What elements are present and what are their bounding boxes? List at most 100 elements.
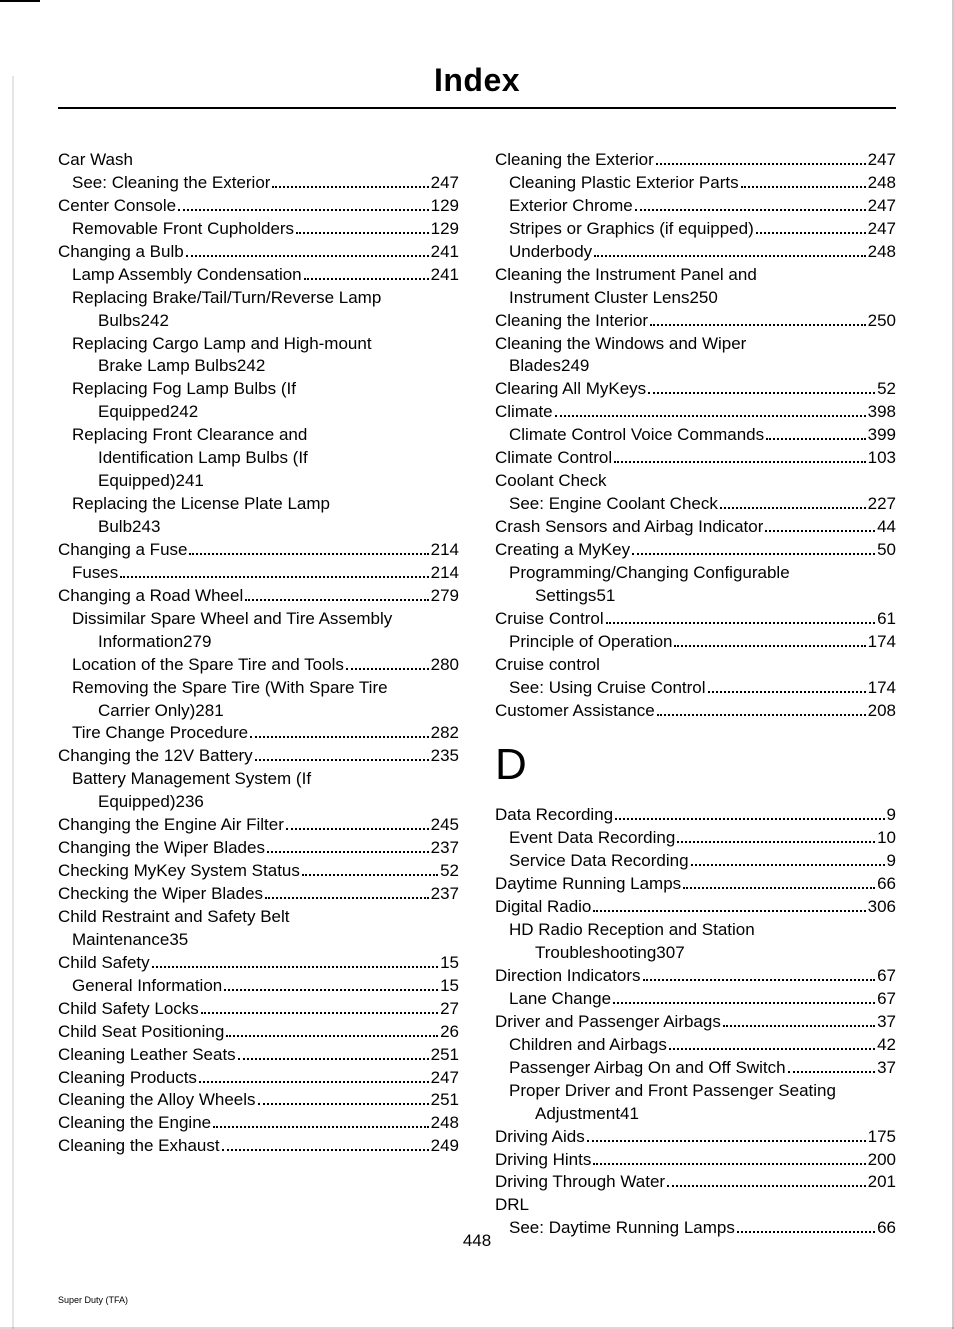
leader-dots xyxy=(267,851,429,853)
index-entry-page: 51 xyxy=(596,585,615,608)
leader-dots xyxy=(765,530,875,532)
index-entry-label: Cleaning Plastic Exterior Parts xyxy=(509,172,739,195)
index-entry-page: 242 xyxy=(170,401,198,424)
index-entry: Replacing Fog Lamp Bulbs (IfEquipped242 xyxy=(72,378,459,424)
index-entry-page: 10 xyxy=(877,827,896,850)
leader-dots xyxy=(632,553,875,555)
index-entry-label: Underbody xyxy=(509,241,592,264)
leader-dots xyxy=(708,691,866,693)
index-entry-label: Stripes or Graphics (if equipped) xyxy=(509,218,754,241)
leader-dots xyxy=(667,1185,866,1187)
leader-dots xyxy=(178,209,429,211)
index-entry-label-cont: Equipped) xyxy=(98,470,176,493)
index-entry-page: 9 xyxy=(887,850,896,873)
index-entry-label: See: Cleaning the Exterior xyxy=(72,172,270,195)
index-entry-label: Crash Sensors and Airbag Indicator xyxy=(495,516,763,539)
index-entry: Climate Control Voice Commands399 xyxy=(509,424,896,447)
index-entry-page: 214 xyxy=(431,539,459,562)
index-entry-page: 208 xyxy=(868,700,896,723)
index-entry-label: Cruise Control xyxy=(495,608,604,631)
leader-dots xyxy=(593,1163,865,1165)
index-entry-page: 15 xyxy=(440,952,459,975)
leader-dots xyxy=(650,324,866,326)
leader-dots xyxy=(615,818,884,820)
leader-dots xyxy=(272,186,428,188)
index-entry-label-cont: Troubleshooting xyxy=(535,942,656,965)
leader-dots xyxy=(186,255,429,257)
index-entry: Children and Airbags42 xyxy=(509,1034,896,1057)
index-entry-page: 200 xyxy=(868,1149,896,1172)
index-entry-page: 279 xyxy=(431,585,459,608)
index-entry-label: Location of the Spare Tire and Tools xyxy=(72,654,344,677)
index-entry-page: 41 xyxy=(620,1103,639,1126)
index-entry: Climate398 xyxy=(495,401,896,424)
index-entry-label: Coolant Check xyxy=(495,470,607,493)
index-entry-page: 306 xyxy=(868,896,896,919)
index-entry-label: Changing a Road Wheel xyxy=(58,585,243,608)
index-entry: Replacing the License Plate LampBulb243 xyxy=(72,493,459,539)
index-entry-label-cont: Instrument Cluster Lens xyxy=(509,287,689,310)
index-entry-label: Changing the Engine Air Filter xyxy=(58,814,284,837)
index-entry-label: Exterior Chrome xyxy=(509,195,633,218)
index-entry-label-cont: Equipped xyxy=(98,401,170,424)
leader-dots xyxy=(669,1048,875,1050)
index-entry-label: Dissimilar Spare Wheel and Tire Assembly xyxy=(72,608,459,631)
index-entry-page: 237 xyxy=(431,883,459,906)
index-entry: Direction Indicators67 xyxy=(495,965,896,988)
index-entry-label: Driving Hints xyxy=(495,1149,591,1172)
leader-dots xyxy=(593,910,865,912)
index-entry: Driving Aids 175 xyxy=(495,1126,896,1149)
index-entry: Customer Assistance 208 xyxy=(495,700,896,723)
index-entry-label: Removing the Spare Tire (With Spare Tire xyxy=(72,677,459,700)
index-entry-label: Proper Driver and Front Passenger Seatin… xyxy=(509,1080,896,1103)
index-entry-page: 249 xyxy=(561,355,589,378)
index-entry-label: Replacing Fog Lamp Bulbs (If xyxy=(72,378,459,401)
index-entry-label: Driving Aids xyxy=(495,1126,585,1149)
index-entry-page: 247 xyxy=(431,172,459,195)
index-entry-label: Customer Assistance xyxy=(495,700,655,723)
index-entry-label: See: Using Cruise Control xyxy=(509,677,706,700)
index-entry: Cruise Control61 xyxy=(495,608,896,631)
index-entry: Fuses214 xyxy=(72,562,459,585)
index-entry-page: 201 xyxy=(868,1171,896,1194)
index-entry: Daytime Running Lamps66 xyxy=(495,873,896,896)
index-entry: Cleaning Products247 xyxy=(58,1067,459,1090)
index-entry-label: Center Console xyxy=(58,195,176,218)
columns: Car WashSee: Cleaning the Exterior247Cen… xyxy=(58,149,896,1240)
index-entry: Creating a MyKey50 xyxy=(495,539,896,562)
index-entry: Child Seat Positioning26 xyxy=(58,1021,459,1044)
index-entry: Changing a Bulb241 xyxy=(58,241,459,264)
index-entry: Principle of Operation174 xyxy=(509,631,896,654)
leader-dots xyxy=(265,897,429,899)
index-entry: Event Data Recording 10 xyxy=(509,827,896,850)
index-entry-page: 241 xyxy=(431,241,459,264)
index-entry: Child Safety15 xyxy=(58,952,459,975)
index-entry-label: Changing the 12V Battery xyxy=(58,745,253,768)
leader-dots xyxy=(255,759,429,761)
index-entry-label: Cruise control xyxy=(495,654,600,677)
leader-dots xyxy=(245,599,428,601)
index-entry: Crash Sensors and Airbag Indicator44 xyxy=(495,516,896,539)
index-entry-label: Child Safety Locks xyxy=(58,998,199,1021)
leader-dots xyxy=(555,415,866,417)
leader-dots xyxy=(346,668,429,670)
index-entry-label: Event Data Recording xyxy=(509,827,675,850)
index-entry: Checking the Wiper Blades237 xyxy=(58,883,459,906)
index-entry-label: Cleaning the Exhaust xyxy=(58,1135,220,1158)
leader-dots xyxy=(741,186,866,188)
index-entry: DRL xyxy=(495,1194,896,1217)
index-entry-page: 175 xyxy=(868,1126,896,1149)
index-entry-page: 281 xyxy=(195,700,223,723)
leader-dots xyxy=(120,576,428,578)
index-entry: Removable Front Cupholders129 xyxy=(72,218,459,241)
index-entry-page: 307 xyxy=(656,942,684,965)
leader-dots xyxy=(656,163,866,165)
index-entry-label: Principle of Operation xyxy=(509,631,672,654)
index-entry: Service Data Recording9 xyxy=(509,850,896,873)
index-entry-page: 52 xyxy=(440,860,459,883)
leader-dots xyxy=(250,736,429,738)
index-entry: Cleaning the Windows and WiperBlades249 xyxy=(495,333,896,379)
leader-dots xyxy=(723,1025,875,1027)
index-entry-label: Clearing All MyKeys xyxy=(495,378,646,401)
index-entry-label-cont: Blades xyxy=(509,355,561,378)
